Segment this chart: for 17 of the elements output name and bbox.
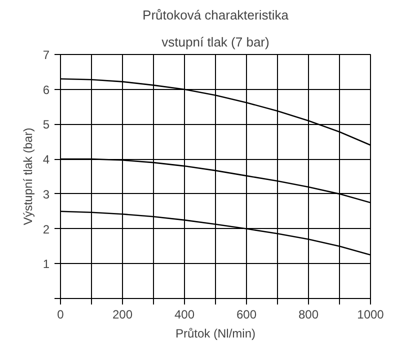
- y-tick-label: 6: [42, 82, 50, 97]
- x-tick-label: 600: [236, 308, 257, 322]
- y-tick-label: 5: [42, 118, 50, 132]
- chart-subtitle: vstupní tlak (7 bar): [162, 34, 270, 50]
- x-axis-title: Průtok (Nl/min): [175, 326, 256, 340]
- y-tick-label: 1: [42, 257, 50, 272]
- x-tick-label: 0: [57, 308, 64, 322]
- y-axis-title: Výstupní tlak (bar): [20, 128, 35, 226]
- y-tick-label: 4: [42, 152, 50, 167]
- x-tick-label: 400: [174, 308, 195, 322]
- y-tick-label: 3: [42, 187, 50, 202]
- x-tick-label: 200: [112, 308, 133, 322]
- x-tick-label: 800: [298, 308, 319, 322]
- y-tick-label: 2: [42, 222, 50, 236]
- y-tick-label: 7: [42, 48, 50, 62]
- chart-title: Průtoková charakteristika: [142, 8, 290, 22]
- x-tick-label: 1000: [357, 308, 384, 322]
